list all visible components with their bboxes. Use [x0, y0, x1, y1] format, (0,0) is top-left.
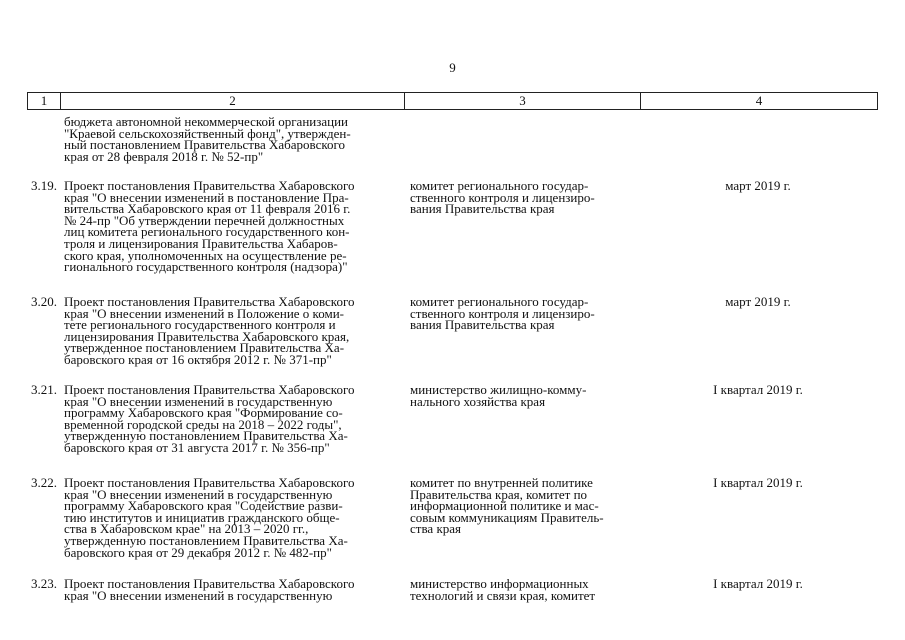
item-description: Проект постановления Правительства Хабар… [64, 475, 355, 560]
text-line: программу Хабаровского края "Содействие … [64, 498, 343, 514]
item-number: 3.21. [31, 382, 57, 397]
table-header: 1 2 3 4 [27, 92, 878, 110]
text-line: лицензирования Правительства Хабаровског… [64, 328, 350, 344]
text-line: гионального государственного контроля (н… [64, 259, 348, 275]
text-line: комитет регионального государ- [410, 294, 589, 309]
header-col-4: 4 [755, 93, 763, 108]
text-line: баровского края от 29 декабря 2012 г. № … [64, 544, 332, 560]
text-line: технологий и связи края, комитет [410, 587, 596, 603]
text-line: края "О внесении изменений в государстве… [64, 393, 333, 409]
text-line: программу Хабаровского края "Формировани… [64, 405, 343, 421]
item-responsible: комитет по внутренней политике Правительс… [410, 475, 604, 537]
text-line: края "О внесении изменений в Положение о… [64, 305, 344, 321]
item-number: 3.22. [31, 475, 57, 490]
text-line: утвержденную постановлением Правительств… [64, 532, 348, 548]
header-col-1: 1 [28, 93, 61, 109]
item-responsible: комитет регионального государ-ственного … [410, 178, 595, 217]
text-line: вительства Хабаровского края от 11 февра… [64, 201, 351, 217]
item-term: I квартал 2019 г. [713, 382, 803, 397]
text-line: нального хозяйства края [410, 393, 546, 409]
text-line: "Краевой сельскохозяйственный фонд", утв… [64, 125, 351, 141]
item-description: Проект постановления Правительства Хабар… [64, 178, 355, 275]
text-line: Проект постановления Правительства Хабар… [64, 475, 355, 490]
text-line: края "О внесении изменений в государстве… [64, 587, 333, 603]
text-line: министерство жилищно-комму- [410, 382, 587, 397]
item-description: Проект постановления Правительства Хабар… [64, 382, 355, 455]
text-line: вания Правительства края [410, 317, 555, 333]
item-term: I квартал 2019 г. [713, 475, 803, 490]
text-line: троля и лицензирования Правительства Хаб… [64, 235, 338, 251]
text-line: совым коммуникациям Правитель- [410, 509, 604, 525]
item-term: I квартал 2019 г. [713, 576, 803, 591]
continuation-text: бюджета автономной некоммерческой органи… [64, 114, 351, 164]
text-line: информационной политике и мас- [410, 498, 599, 514]
text-line: министерство информационных [410, 576, 589, 591]
text-line: тете регионального государственного конт… [64, 317, 336, 333]
text-line: Проект постановления Правительства Хабар… [64, 178, 355, 193]
text-line: баровского края от 16 октября 2012 г. № … [64, 351, 332, 367]
item-description: Проект постановления Правительства Хабар… [64, 294, 355, 367]
text-line: Правительства края, комитет по [410, 486, 588, 502]
text-line: утвержденное постановлением Правительств… [64, 340, 345, 356]
text-line: баровского края от 31 августа 2017 г. № … [64, 439, 330, 455]
item-responsible: министерство информационных технологий и … [410, 576, 596, 603]
header-col-3: 3 [405, 93, 641, 109]
item-responsible: министерство жилищно-комму-нального хозя… [410, 382, 587, 409]
text-line: края "О внесении изменений в государстве… [64, 486, 333, 502]
text-line: бюджета автономной некоммерческой органи… [64, 114, 349, 129]
text-line: Проект постановления Правительства Хабар… [64, 294, 355, 309]
text-line: комитет по внутренней политике [410, 475, 593, 490]
text-line: вания Правительства края [410, 201, 555, 217]
text-line: утвержденную постановлением Правительств… [64, 428, 348, 444]
item-description: Проект постановления Правительства Хабар… [64, 576, 355, 603]
item-number: 3.19. [31, 178, 57, 193]
text-line: Проект постановления Правительства Хабар… [64, 382, 355, 397]
text-line: края "О внесении изменений в постановлен… [64, 189, 349, 205]
text-line: № 24-пр "Об утверждении перечней должнос… [64, 212, 345, 228]
text-line: тию институтов и инициатив гражданского … [64, 509, 340, 525]
text-line: ственного контроля и лицензиро- [410, 305, 595, 321]
page-number: 9 [449, 60, 456, 75]
item-term: март 2019 г. [725, 294, 791, 309]
text-line: ства края [410, 521, 462, 537]
text-line: ства в Хабаровском крае" на 2013 – 2020 … [64, 521, 309, 537]
text-line: края от 28 февраля 2018 г. № 52-пр" [64, 148, 264, 164]
item-number: 3.23. [31, 576, 57, 591]
text-line: ственного контроля и лицензиро- [410, 189, 595, 205]
item-responsible: комитет регионального государ-ственного … [410, 294, 595, 333]
text-line: Проект постановления Правительства Хабар… [64, 576, 355, 591]
text-line: временной городской среды на 2018 – 2022… [64, 416, 342, 432]
header-col-2: 2 [61, 93, 405, 109]
text-line: лиц комитета регионального государственн… [64, 224, 350, 240]
text-line: ского края, уполномоченных на осуществле… [64, 247, 347, 263]
text-line: комитет регионального государ- [410, 178, 589, 193]
text-line: ный постановлением Правительства Хабаров… [64, 137, 345, 153]
item-term: март 2019 г. [725, 178, 791, 193]
item-number: 3.20. [31, 294, 57, 309]
